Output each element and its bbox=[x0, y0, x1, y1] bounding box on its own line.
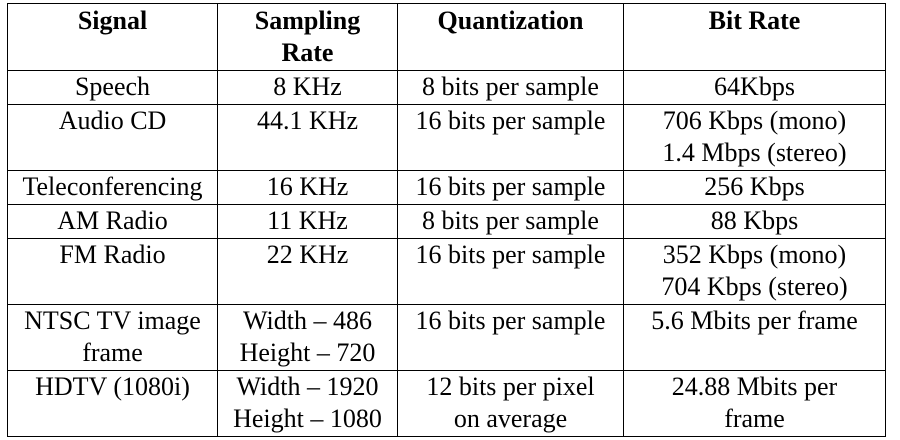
cell-signal: NTSC TV image frame bbox=[7, 304, 218, 371]
cell-quantization: 16 bits per sample bbox=[397, 304, 624, 371]
cell-quantization: 16 bits per sample bbox=[397, 238, 624, 305]
cell-quantization: 8 bits per sample bbox=[397, 70, 624, 105]
cell-text-line-1: 24.88 Mbits per bbox=[671, 372, 838, 401]
cell-text-line-1: 12 bits per pixel bbox=[426, 372, 595, 401]
cell-signal: Speech bbox=[7, 70, 218, 105]
cell-bit-rate: 5.6 Mbits per frame bbox=[623, 304, 886, 371]
cell-bit-rate: 256 Kbps bbox=[623, 170, 886, 205]
cell-quantization: 12 bits per pixel on average bbox=[397, 370, 624, 437]
cell-text-line-1: 352 Kbps (mono) bbox=[662, 240, 847, 269]
header-sampling-rate-line-1: Sampling bbox=[254, 6, 361, 35]
cell-quantization: 16 bits per sample bbox=[397, 104, 624, 171]
cell-sampling-rate: 44.1 KHz bbox=[217, 104, 398, 171]
cell-bit-rate: 706 Kbps (mono) 1.4 Mbps (stereo) bbox=[623, 104, 886, 171]
cell-text-line-2: Height – 720 bbox=[239, 338, 376, 367]
cell-text: 16 KHz bbox=[266, 172, 349, 201]
header-signal: Signal bbox=[7, 3, 218, 71]
cell-text: HDTV (1080i) bbox=[35, 372, 190, 401]
cell-text: 256 Kbps bbox=[704, 172, 805, 201]
cell-text-line-2: on average bbox=[453, 404, 568, 433]
header-quantization-text: Quantization bbox=[437, 6, 584, 35]
cell-text: 22 KHz bbox=[266, 240, 349, 269]
cell-text-line-1: Width – 486 bbox=[243, 306, 372, 335]
cell-text: 16 bits per sample bbox=[415, 306, 606, 335]
header-bit-rate-text: Bit Rate bbox=[708, 6, 801, 35]
cell-text: Speech bbox=[74, 72, 151, 101]
cell-bit-rate: 88 Kbps bbox=[623, 204, 886, 239]
cell-text: 5.6 Mbits per frame bbox=[651, 306, 858, 335]
cell-text-line-1: Width – 1920 bbox=[236, 372, 379, 401]
table-row-am-radio: AM Radio 11 KHz 8 bits per sample 88 Kbp… bbox=[7, 204, 886, 239]
table-row-audio-cd: Audio CD 44.1 KHz 16 bits per sample 706… bbox=[7, 104, 886, 171]
cell-text-line-2: 704 Kbps (stereo) bbox=[661, 272, 848, 301]
cell-signal: HDTV (1080i) bbox=[7, 370, 218, 437]
cell-text: 16 bits per sample bbox=[415, 106, 606, 135]
cell-bit-rate: 352 Kbps (mono) 704 Kbps (stereo) bbox=[623, 238, 886, 305]
cell-sampling-rate: Width – 1920 Height – 1080 bbox=[217, 370, 398, 437]
table-row-teleconferencing: Teleconferencing 16 KHz 16 bits per samp… bbox=[7, 170, 886, 205]
signal-rate-table: Signal Sampling Rate Quantization Bit Ra… bbox=[7, 3, 886, 437]
cell-text: FM Radio bbox=[59, 240, 166, 269]
cell-text: 8 bits per sample bbox=[422, 206, 599, 235]
cell-text-line-2: 1.4 Mbps (stereo) bbox=[662, 138, 847, 167]
cell-text: 8 bits per sample bbox=[422, 72, 599, 101]
cell-signal: FM Radio bbox=[7, 238, 218, 305]
cell-signal: Audio CD bbox=[7, 104, 218, 171]
header-quantization: Quantization bbox=[397, 3, 624, 71]
cell-text-line-1: NTSC TV image bbox=[24, 306, 201, 335]
cell-quantization: 8 bits per sample bbox=[397, 204, 624, 239]
cell-text: AM Radio bbox=[57, 206, 168, 235]
cell-text: 11 KHz bbox=[267, 206, 348, 235]
header-sampling-rate-line-2: Rate bbox=[281, 38, 334, 67]
cell-text: 44.1 KHz bbox=[256, 106, 359, 135]
header-row: Signal Sampling Rate Quantization Bit Ra… bbox=[7, 3, 886, 71]
cell-bit-rate: 24.88 Mbits per frame bbox=[623, 370, 886, 437]
table-row-speech: Speech 8 KHz 8 bits per sample 64Kbps bbox=[7, 70, 886, 105]
header-bit-rate: Bit Rate bbox=[623, 3, 886, 71]
cell-sampling-rate: 8 KHz bbox=[217, 70, 398, 105]
table-row-hdtv: HDTV (1080i) Width – 1920 Height – 1080 … bbox=[7, 370, 886, 437]
cell-text-line-2: frame bbox=[724, 404, 785, 433]
cell-sampling-rate: 11 KHz bbox=[217, 204, 398, 239]
header-signal-text: Signal bbox=[77, 6, 148, 35]
cell-text: 88 Kbps bbox=[710, 206, 799, 235]
cell-text-line-2: Height – 1080 bbox=[233, 404, 382, 433]
cell-sampling-rate: 16 KHz bbox=[217, 170, 398, 205]
table-row-fm-radio: FM Radio 22 KHz 16 bits per sample 352 K… bbox=[7, 238, 886, 305]
cell-text: Audio CD bbox=[58, 106, 167, 135]
table-row-ntsc-tv: NTSC TV image frame Width – 486 Height –… bbox=[7, 304, 886, 371]
cell-sampling-rate: Width – 486 Height – 720 bbox=[217, 304, 398, 371]
cell-text: 64Kbps bbox=[714, 72, 795, 101]
cell-signal: Teleconferencing bbox=[7, 170, 218, 205]
cell-text: 8 KHz bbox=[273, 72, 342, 101]
cell-text: 16 bits per sample bbox=[415, 172, 606, 201]
header-sampling-rate: Sampling Rate bbox=[217, 3, 398, 71]
cell-sampling-rate: 22 KHz bbox=[217, 238, 398, 305]
cell-text: Teleconferencing bbox=[22, 172, 203, 201]
cell-quantization: 16 bits per sample bbox=[397, 170, 624, 205]
cell-signal: AM Radio bbox=[7, 204, 218, 239]
cell-bit-rate: 64Kbps bbox=[623, 70, 886, 105]
cell-text: 16 bits per sample bbox=[415, 240, 606, 269]
cell-text-line-1: 706 Kbps (mono) bbox=[662, 106, 847, 135]
cell-text-line-2: frame bbox=[82, 338, 143, 367]
